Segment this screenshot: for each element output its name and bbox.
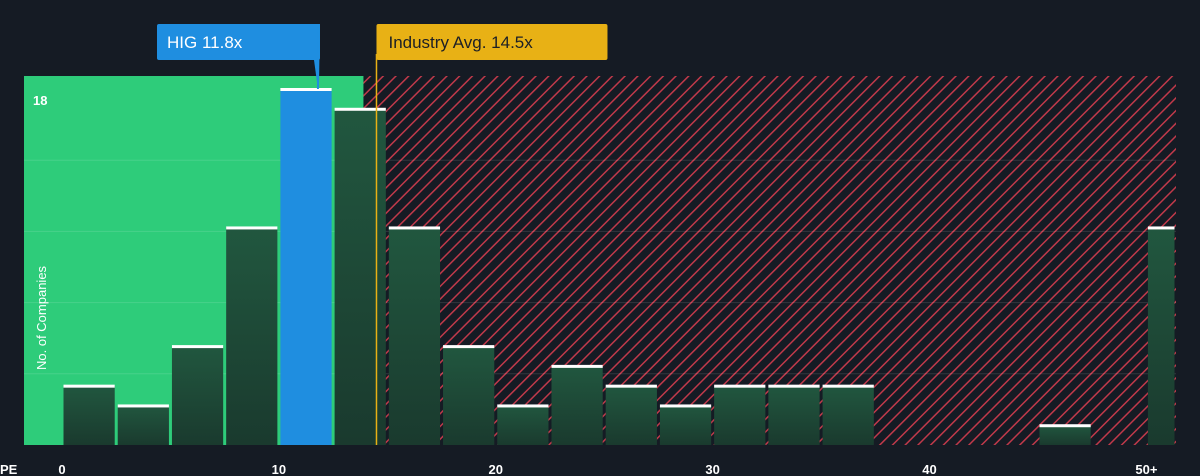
bar-top-cap bbox=[443, 345, 495, 349]
histogram-bar bbox=[226, 227, 278, 445]
histogram-bar bbox=[659, 405, 712, 445]
histogram-bar bbox=[171, 346, 224, 445]
bar-top-cap bbox=[659, 404, 712, 408]
histogram-bar bbox=[605, 385, 657, 445]
company-callout-box bbox=[157, 24, 320, 60]
y-tick-label: 18 bbox=[33, 93, 47, 108]
bar-top-cap bbox=[334, 107, 386, 111]
x-tick-label: 0 bbox=[58, 462, 65, 476]
bar-top-cap bbox=[497, 404, 549, 408]
x-tick-label: 30 bbox=[705, 462, 719, 476]
y-axis-title: No. of Companies bbox=[34, 265, 49, 370]
industry-callout-label: Industry Avg. 14.5x bbox=[388, 33, 533, 52]
bar-top-cap bbox=[388, 226, 441, 230]
company-callout-pointer bbox=[314, 60, 318, 89]
bar-top-cap bbox=[714, 384, 766, 388]
bar-top-cap bbox=[280, 88, 332, 91]
bar-top-cap bbox=[1147, 226, 1175, 230]
bar-top-cap bbox=[551, 364, 603, 368]
histogram-bar bbox=[117, 405, 169, 445]
industry-callout-box bbox=[376, 24, 608, 60]
x-tick-label: 20 bbox=[489, 462, 503, 476]
bar-top-cap bbox=[822, 384, 874, 388]
histogram-bar bbox=[388, 227, 441, 445]
histogram-bar bbox=[1147, 227, 1175, 445]
company-callout-leader bbox=[316, 23, 320, 90]
highlight-bar bbox=[280, 89, 332, 445]
histogram-bar bbox=[334, 108, 386, 446]
x-axis-title: PE bbox=[0, 462, 18, 476]
x-tick-label: 10 bbox=[272, 462, 286, 476]
histogram-bar bbox=[1039, 425, 1091, 445]
histogram-bar bbox=[497, 405, 549, 445]
x-tick-label: 50+ bbox=[1135, 462, 1157, 476]
overvalued-zone bbox=[363, 76, 1176, 445]
bar-top-cap bbox=[605, 384, 657, 388]
bar-top-cap bbox=[63, 384, 115, 388]
bar-top-cap bbox=[171, 345, 224, 349]
histogram-bar bbox=[768, 385, 820, 445]
bar-top-cap bbox=[117, 404, 169, 408]
histogram-bar bbox=[443, 346, 495, 445]
histogram-bar bbox=[551, 365, 603, 445]
histogram-bar bbox=[63, 385, 115, 445]
bar-top-cap bbox=[226, 226, 278, 230]
histogram-bar bbox=[822, 385, 874, 445]
bar-top-cap bbox=[1039, 424, 1091, 428]
company-callout-label: HIG 11.8x bbox=[167, 33, 243, 52]
bar-top-cap bbox=[768, 384, 820, 388]
x-tick-label: 40 bbox=[922, 462, 936, 476]
histogram-bar bbox=[714, 385, 766, 445]
